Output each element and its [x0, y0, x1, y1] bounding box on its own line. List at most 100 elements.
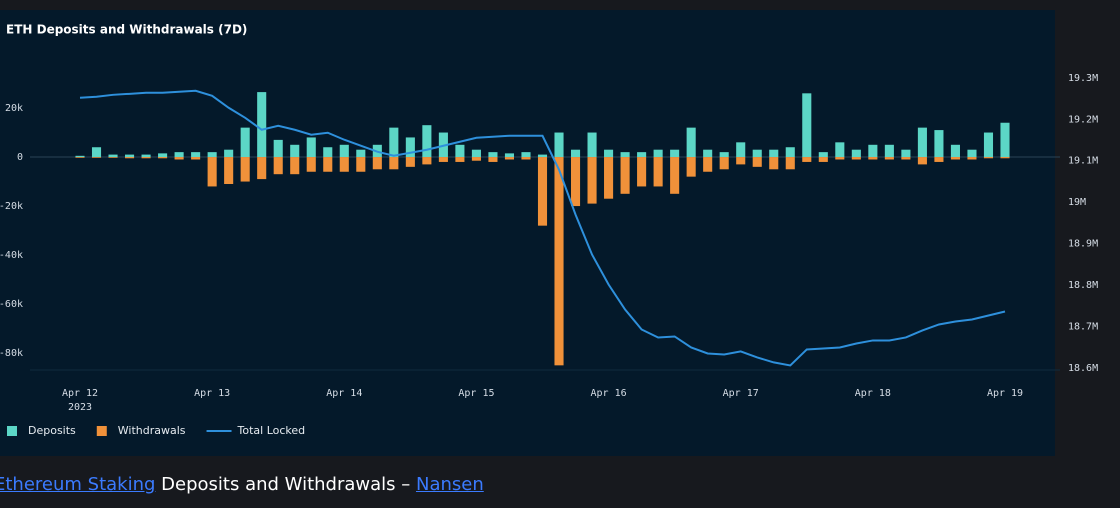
bar — [537, 154, 548, 158]
bar — [620, 157, 630, 194]
chart-title: ETH Deposits and Withdrawals (7D) — [6, 23, 247, 37]
bar — [785, 147, 795, 158]
y2-tick-label: 19.2M — [1068, 114, 1098, 125]
bar — [306, 157, 316, 172]
y-tick-label: 0 — [17, 152, 23, 163]
bar — [108, 154, 118, 158]
bar — [686, 157, 696, 177]
bar — [901, 157, 911, 160]
bar — [323, 147, 333, 158]
bar — [570, 149, 581, 158]
bar — [537, 157, 548, 226]
bar — [736, 157, 746, 165]
bar — [950, 144, 960, 158]
legend-swatch — [96, 426, 107, 436]
bar — [240, 157, 250, 182]
bar — [835, 142, 845, 158]
bar — [108, 157, 118, 158]
bar — [306, 137, 316, 158]
bar — [670, 149, 680, 158]
caption-link[interactable]: Ethereum Staking — [0, 474, 156, 495]
bar — [422, 157, 432, 165]
bar — [504, 153, 515, 158]
chart: ETH Deposits and Withdrawals (7D) 2023 2… — [0, 10, 1098, 456]
bar — [257, 92, 267, 158]
bar — [521, 152, 531, 158]
bar — [224, 157, 234, 184]
bar — [257, 157, 267, 180]
bar — [785, 157, 795, 170]
bar — [719, 157, 729, 170]
y2-tick-label: 19.3M — [1068, 73, 1098, 84]
x-tick-label: Apr 16 — [591, 388, 627, 399]
chart-panel — [0, 10, 1055, 456]
bar — [802, 157, 812, 162]
caption-text: Deposits and Withdrawals – — [161, 474, 411, 495]
bar — [504, 157, 515, 160]
y-tick-label: 20k — [5, 103, 23, 114]
bar — [521, 157, 531, 160]
legend-label: Withdrawals — [118, 424, 186, 437]
bar — [802, 93, 812, 158]
caption-link[interactable]: Nansen — [415, 474, 484, 495]
x-tick-label: Apr 15 — [458, 388, 494, 399]
bar — [884, 157, 894, 160]
bar — [141, 154, 151, 158]
bar — [818, 157, 828, 162]
bar — [339, 157, 349, 172]
bar — [818, 152, 828, 158]
caption: Ethereum Staking Deposits and Withdrawal… — [0, 474, 484, 495]
bar — [851, 149, 861, 158]
bar — [191, 152, 201, 158]
bar — [174, 157, 184, 160]
bar — [686, 127, 696, 158]
bar — [356, 157, 366, 172]
bar — [471, 149, 481, 158]
bar — [273, 139, 283, 158]
bar — [736, 142, 746, 158]
y2-tick-label: 19.1M — [1068, 156, 1098, 167]
bar — [389, 127, 399, 158]
y2-tick-label: 18.6M — [1068, 363, 1098, 374]
bar — [752, 149, 762, 158]
bar — [637, 157, 647, 187]
bar — [570, 157, 581, 207]
bar — [752, 157, 762, 167]
x-tick-label: Apr 19 — [987, 388, 1023, 399]
bar — [769, 157, 779, 170]
bar — [488, 157, 498, 162]
bar — [901, 149, 911, 158]
bar — [125, 157, 135, 159]
bar — [224, 149, 234, 158]
bar — [339, 144, 349, 158]
bar — [207, 157, 217, 187]
y-tick-label: -60k — [0, 299, 23, 310]
y-tick-label: -40k — [0, 250, 23, 261]
bar — [917, 127, 927, 158]
bar — [769, 149, 779, 158]
bar — [554, 132, 564, 158]
y2-tick-label: 19M — [1068, 197, 1086, 208]
bar — [950, 157, 960, 160]
legend-swatch — [7, 426, 17, 436]
bar — [141, 157, 151, 159]
bar — [488, 152, 498, 158]
bar — [719, 152, 729, 158]
bar — [868, 144, 878, 158]
bar — [471, 157, 481, 161]
bar — [1000, 122, 1010, 158]
bar — [554, 157, 564, 366]
bar — [91, 147, 102, 158]
bar — [91, 157, 102, 158]
bar — [290, 157, 300, 175]
bar — [851, 157, 861, 160]
bar — [405, 157, 415, 167]
legend-label: Deposits — [28, 424, 76, 437]
x-tick-label: Apr 18 — [855, 388, 891, 399]
bar — [653, 149, 663, 158]
bar — [273, 157, 283, 175]
bar — [983, 157, 994, 159]
bar — [1000, 157, 1010, 159]
bar — [75, 155, 85, 158]
